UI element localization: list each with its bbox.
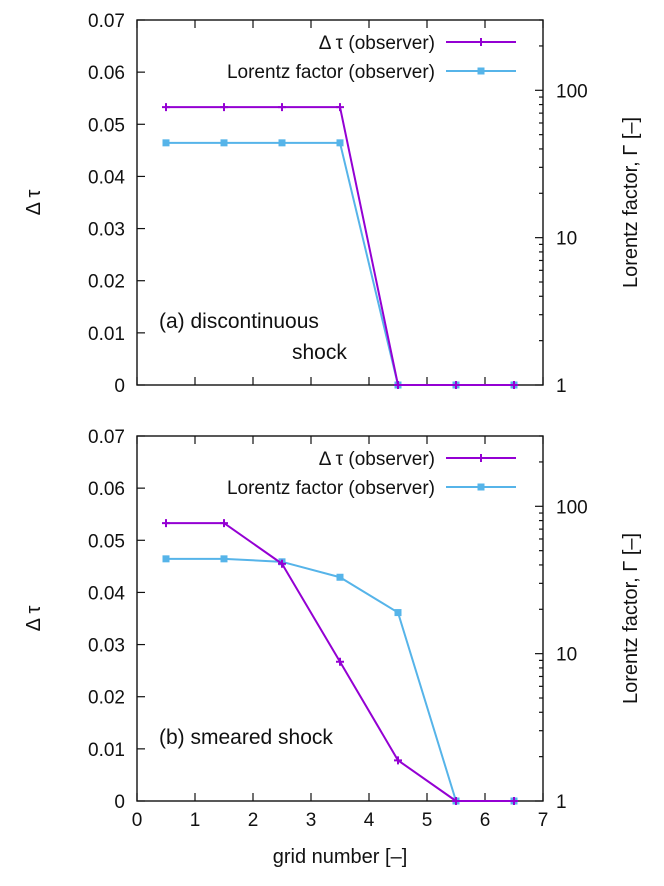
y2-tick-label: 100: [556, 497, 588, 518]
x-tick-label: 0: [132, 810, 143, 831]
data-point-marker: [336, 103, 344, 112]
y-tick-label: 0.03: [88, 220, 125, 241]
data-point-marker: [336, 573, 344, 581]
y-tick-label: 0: [114, 376, 125, 397]
legend-swatch-marker: [477, 67, 485, 75]
y2-tick-label: 100: [556, 81, 588, 102]
data-point-marker: [220, 103, 228, 112]
x-tick-label: 4: [364, 810, 375, 831]
data-point-marker: [278, 103, 286, 112]
x-tick-label: 6: [480, 810, 491, 831]
y2-tick-label: 10: [556, 229, 577, 250]
y-tick-label: 0.05: [88, 531, 125, 552]
data-point-marker: [336, 657, 344, 666]
data-point-marker: [162, 519, 170, 528]
y-tick-label: 0.06: [88, 479, 125, 500]
data-point-marker: [162, 139, 170, 147]
x-tick-label: 1: [190, 810, 201, 831]
y2-axis-label: Lorentz factor, Γ [–]: [620, 117, 642, 288]
y-tick-label: 0.05: [88, 115, 125, 136]
panel-b: 0 1 2 3 4 5 6 7 0 0.01 0.02 0.03 0.04 0.05 0.06 0.07 1 10…: [23, 427, 642, 868]
y-tick-label: 0.01: [88, 740, 125, 761]
series-line: [166, 557, 514, 802]
y-tick-label: 0.01: [88, 324, 125, 345]
data-point-marker: [220, 139, 228, 147]
data-point-marker: [220, 555, 228, 563]
x-tick-label: 3: [306, 810, 317, 831]
y-axis-label: Δ τ: [23, 606, 45, 632]
y-tick-label: 0.04: [88, 167, 125, 188]
panel-annotation: (a) discontinuous: [159, 310, 319, 333]
legend-swatch-marker: [477, 454, 485, 462]
y-tick-label: 0.02: [88, 272, 125, 293]
data-point-marker: [394, 381, 402, 389]
y-tick-label: 0.04: [88, 583, 125, 604]
data-point-marker: [220, 519, 228, 528]
data-point-marker: [162, 555, 170, 563]
y2-tick-label: 1: [556, 376, 567, 397]
legend-label: Δ τ (observer): [319, 33, 435, 54]
y2-axis-label: Lorentz factor, Γ [–]: [620, 533, 642, 704]
panel-annotation: (b) smeared shock: [159, 726, 333, 749]
x-tick-label: 2: [248, 810, 259, 831]
legend-swatch-marker: [477, 483, 485, 491]
y2-tick-label: 10: [556, 645, 577, 666]
plot-frame: [136, 19, 544, 386]
legend-label: Lorentz factor (observer): [227, 478, 435, 499]
y-tick-label: 0.07: [88, 427, 125, 448]
data-point-marker: [510, 381, 518, 389]
plot-frame: [136, 435, 544, 802]
data-point-marker: [394, 756, 402, 765]
panel-annotation: shock: [292, 341, 347, 364]
data-point-marker: [162, 103, 170, 112]
data-point-marker: [394, 609, 402, 617]
y-axis-label: Δ τ: [23, 190, 45, 216]
data-point-marker: [278, 139, 286, 147]
legend-label: Lorentz factor (observer): [227, 62, 435, 83]
panel-a: 0 0.01 0.02 0.03 0.04 0.05 0.06 0.07 1 10 100 Δ τ Lo…: [23, 11, 642, 397]
y2-tick-label: 1: [556, 792, 567, 813]
legend-swatch-marker: [477, 38, 485, 46]
legend-label: Δ τ (observer): [319, 449, 435, 470]
data-point-marker: [452, 381, 460, 389]
y-tick-label: 0: [114, 792, 125, 813]
y-tick-label: 0.07: [88, 11, 125, 32]
x-tick-label: 5: [422, 810, 433, 831]
data-point-marker: [278, 559, 286, 568]
data-point-marker: [336, 139, 344, 147]
y-tick-label: 0.06: [88, 63, 125, 84]
data-point-marker: [510, 797, 518, 805]
y-tick-label: 0.03: [88, 636, 125, 657]
x-axis-label: grid number [–]: [273, 846, 408, 868]
data-point-marker: [452, 797, 460, 805]
y-tick-label: 0.02: [88, 688, 125, 709]
x-tick-label: 7: [538, 810, 549, 831]
